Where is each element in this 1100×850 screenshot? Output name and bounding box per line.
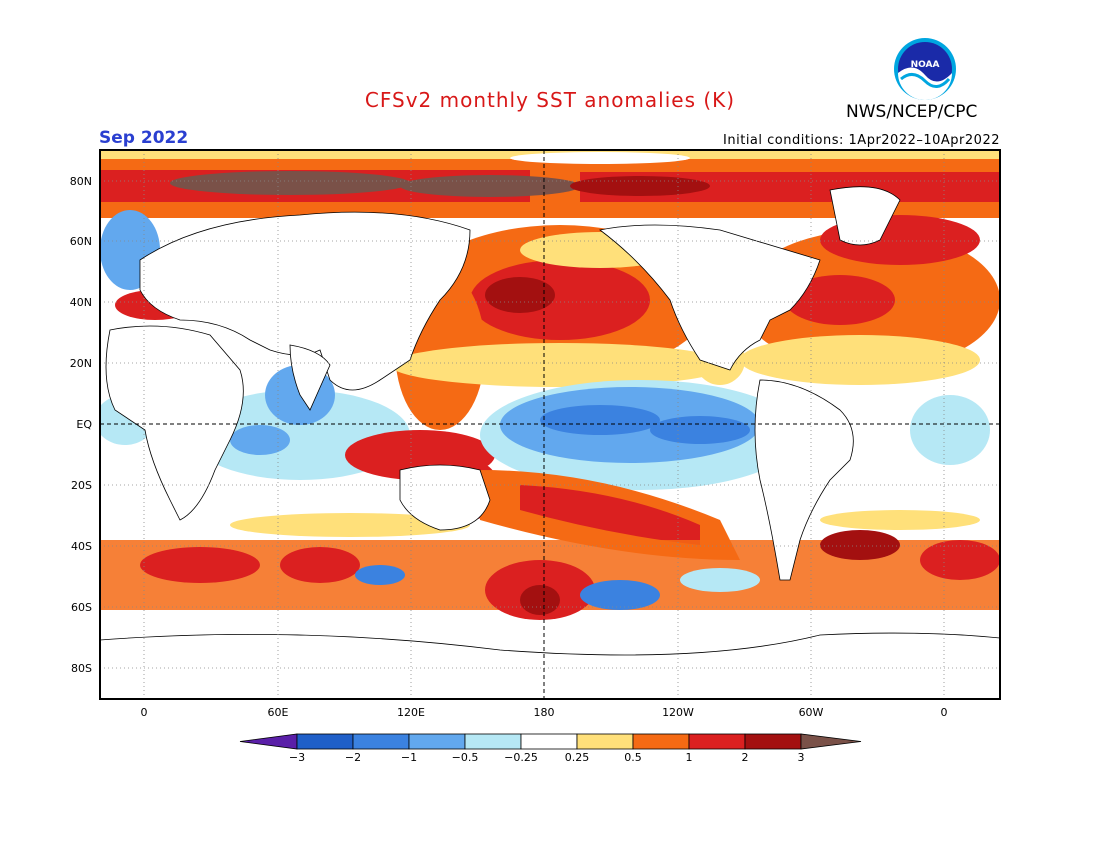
agency-label: NWS/NCEP/CPC (846, 102, 978, 122)
lat-label: 80S (71, 662, 92, 675)
colorbar-segment (520, 733, 578, 750)
lon-label: 120W (662, 706, 694, 719)
colorbar-segment (576, 733, 634, 750)
lon-label: 0 (941, 706, 948, 719)
colorbar-label: 0.5 (624, 751, 642, 764)
colorbar-segment (744, 733, 802, 750)
colorbar-arrow-high (800, 733, 862, 750)
colorbar-label: 2 (742, 751, 749, 764)
landmasses (100, 186, 1000, 699)
colorbar-label: −0.5 (452, 751, 479, 764)
colorbar-arrow-low (239, 733, 298, 750)
lat-label: 20N (70, 357, 92, 370)
lat-label: 20S (71, 479, 92, 492)
colorbar-segment (296, 733, 354, 750)
noaa-logo-icon: NOAA (894, 38, 956, 100)
forecast-month: Sep 2022 (99, 128, 189, 148)
lat-axis: 80N 60N 40N 20N EQ 20S 40S 60S 80S (70, 175, 93, 675)
map-frame (99, 149, 1001, 700)
lat-label: EQ (76, 418, 92, 431)
colorbar-label: −0.25 (504, 751, 538, 764)
colorbar-label: 3 (798, 751, 805, 764)
colorbar-label: −1 (401, 751, 417, 764)
lon-label: 120E (397, 706, 425, 719)
colorbar-segment (688, 733, 746, 750)
lat-label: 80N (70, 175, 92, 188)
colorbar: −3 −2 −1 −0.5 −0.25 0.25 0.5 1 2 3 (239, 733, 862, 764)
colorbar-segment (352, 733, 410, 750)
colorbar-label: 0.25 (565, 751, 590, 764)
lat-label: 40S (71, 540, 92, 553)
colorbar-label: −2 (345, 751, 361, 764)
colorbar-segment (464, 733, 522, 750)
noaa-logo-text: NOAA (911, 60, 940, 70)
lat-label: 40N (70, 296, 92, 309)
lon-axis: 0 60E 120E 180 120W 60W 0 (141, 706, 948, 719)
lat-label: 60S (71, 601, 92, 614)
colorbar-label: −3 (289, 751, 305, 764)
chart-title: CFSv2 monthly SST anomalies (K) (364, 88, 736, 112)
colorbar-label: 1 (686, 751, 693, 764)
lat-label: 60N (70, 235, 92, 248)
lon-label: 60E (268, 706, 289, 719)
colorbar-segment (408, 733, 466, 750)
lon-label: 0 (141, 706, 148, 719)
lon-label: 60W (799, 706, 824, 719)
colorbar-segment (632, 733, 690, 750)
initial-conditions: Initial conditions: 1Apr2022–10Apr2022 (723, 133, 1000, 148)
lon-label: 180 (534, 706, 555, 719)
equator-dateline (100, 150, 1000, 699)
